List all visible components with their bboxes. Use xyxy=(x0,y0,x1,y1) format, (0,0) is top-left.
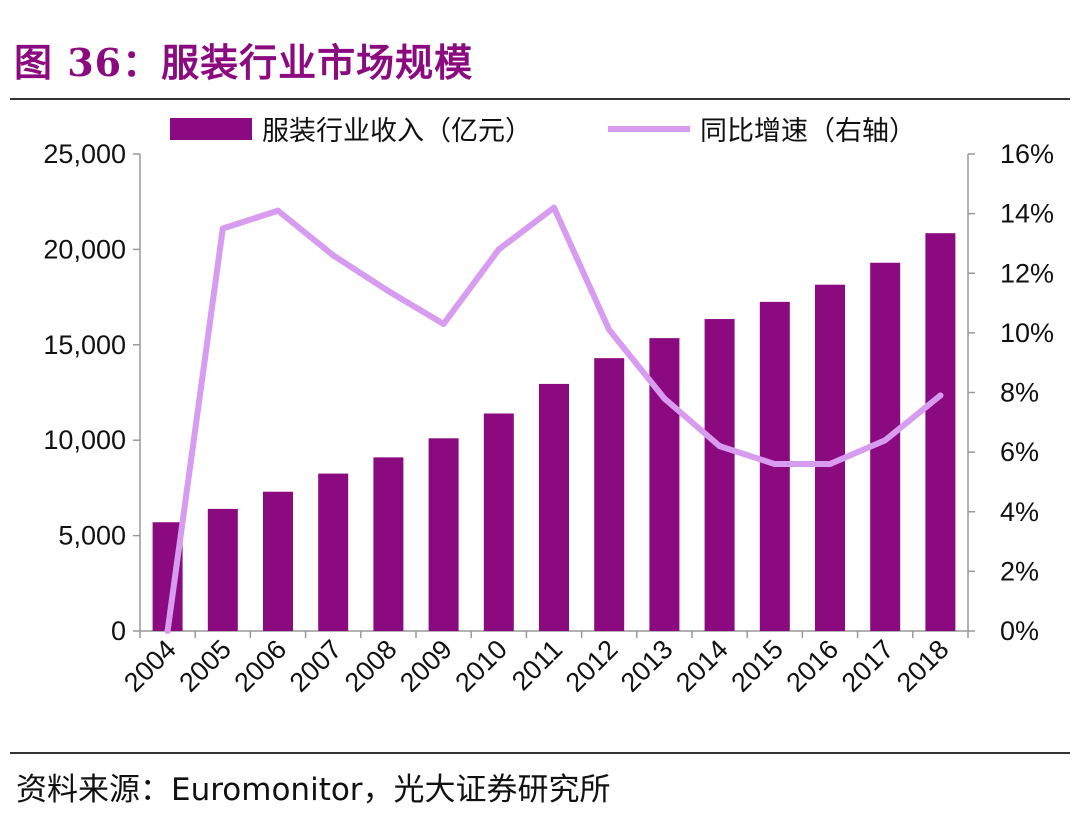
legend: 服装行业收入（亿元） 同比增速（右轴） xyxy=(170,116,916,147)
left-tick-label: 5,000 xyxy=(58,521,126,551)
bar xyxy=(539,383,569,631)
x-tick-label: 2004 xyxy=(118,634,182,698)
growth-point xyxy=(827,461,833,468)
x-tick-label: 2017 xyxy=(836,634,900,698)
bar xyxy=(207,508,238,631)
legend-bar-swatch xyxy=(170,118,252,140)
right-tick-label: 16% xyxy=(1000,139,1054,169)
left-tick-label: 15,000 xyxy=(43,330,126,360)
right-tick-label: 8% xyxy=(1000,378,1039,408)
bar-series xyxy=(152,233,956,631)
chart-canvas: 0 5,000 10,000 15,000 20,000 25,000 0% 2% 4% 6% 8%… xyxy=(43,116,1054,698)
left-tick-label: 20,000 xyxy=(43,234,126,264)
left-tick-label: 0 xyxy=(111,616,126,646)
bar xyxy=(594,358,625,631)
growth-point xyxy=(164,628,171,634)
growth-point xyxy=(551,204,557,211)
growth-point xyxy=(275,207,281,214)
x-tick-label: 2009 xyxy=(394,634,458,698)
growth-point xyxy=(495,246,502,253)
source-note: 资料来源：Euromonitor，光大证券研究所 xyxy=(16,772,611,808)
bar xyxy=(925,233,956,631)
left-tick-label: 10,000 xyxy=(43,425,126,455)
right-tick-label: 0% xyxy=(1000,616,1039,646)
bar xyxy=(318,473,349,631)
growth-point xyxy=(440,320,447,327)
x-tick-label: 2007 xyxy=(284,634,348,698)
growth-point xyxy=(606,326,613,333)
growth-point xyxy=(882,437,889,444)
right-tick-label: 6% xyxy=(1000,437,1039,467)
right-tick-label: 14% xyxy=(1000,199,1054,229)
bar xyxy=(263,491,293,631)
growth-point xyxy=(219,225,226,232)
growth-point xyxy=(937,392,944,399)
bar xyxy=(428,438,459,631)
bar xyxy=(483,413,514,631)
x-tick-label: 2006 xyxy=(229,634,293,698)
x-tick-label: 2010 xyxy=(449,634,513,698)
growth-point xyxy=(385,288,392,295)
growth-point xyxy=(330,252,337,259)
chart-title: 图 36：服装行业市场规模 xyxy=(14,40,474,85)
bar xyxy=(704,319,735,631)
x-tick-label: 2014 xyxy=(670,634,734,698)
top-divider xyxy=(10,98,1070,100)
x-tick-label: 2005 xyxy=(173,634,237,698)
line-series xyxy=(164,204,944,634)
right-tick-label: 12% xyxy=(1000,258,1054,288)
legend-bar-label: 服装行业收入（亿元） xyxy=(262,116,532,147)
x-tick-label: 2015 xyxy=(725,634,789,698)
right-tick-label: 4% xyxy=(1000,497,1039,527)
growth-point xyxy=(661,395,668,402)
x-tick-label: 2008 xyxy=(339,634,403,698)
x-tick-label: 2016 xyxy=(781,634,845,698)
growth-point xyxy=(716,443,723,450)
left-tick-label: 25,000 xyxy=(43,139,126,169)
x-tick-label: 2012 xyxy=(560,634,624,698)
x-tick-label: 2018 xyxy=(891,634,955,698)
bar xyxy=(373,457,404,631)
right-tick-label: 10% xyxy=(1000,318,1054,348)
x-tick-label: 2011 xyxy=(506,634,568,696)
legend-line-label: 同比增速（右轴） xyxy=(700,116,916,147)
right-tick-label: 2% xyxy=(1000,556,1039,586)
growth-point xyxy=(771,461,778,468)
x-tick-label: 2013 xyxy=(615,634,679,698)
bottom-divider xyxy=(10,752,1070,754)
